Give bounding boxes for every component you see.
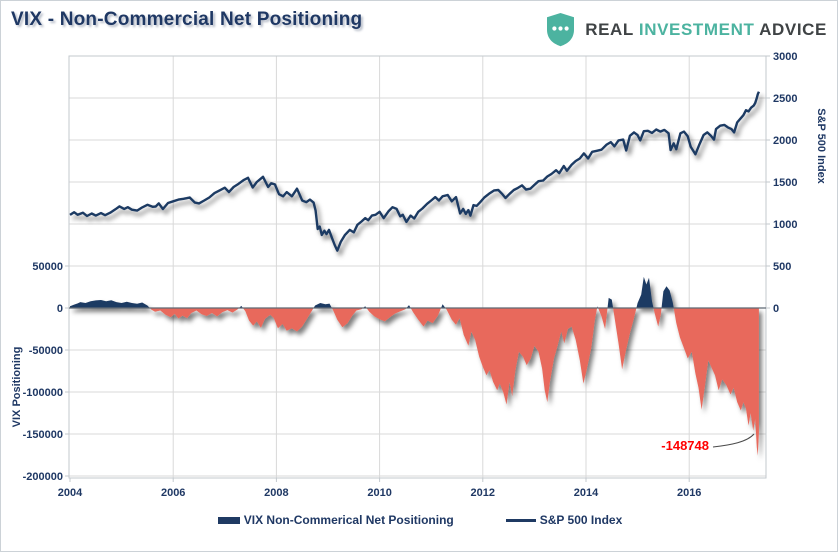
axis-tick-labels: 50000 0 -50000 -100000 -150000 -200000 3000 250… xyxy=(23,51,798,499)
callout-leader-line xyxy=(712,433,755,448)
gridlines xyxy=(69,55,766,478)
logo-word-real: REAL xyxy=(585,19,634,39)
tick-label: -50000 xyxy=(29,345,63,357)
tick-label: 2008 xyxy=(264,487,288,499)
sp500-line-swatch xyxy=(505,518,536,522)
tick-label: 2016 xyxy=(677,487,701,499)
tick-label: 2500 xyxy=(773,93,797,105)
sp500-legend-label: S&P 500 Index xyxy=(539,513,623,527)
plot-border xyxy=(68,55,767,479)
tick-label: -200000 xyxy=(23,471,63,483)
logo-text: REAL INVESTMENT ADVICE xyxy=(585,20,827,40)
tick-label: 2010 xyxy=(367,487,391,499)
tick-label: 2012 xyxy=(471,487,495,499)
vix-legend-label: VIX Non-Commerical Net Positioning xyxy=(243,513,454,527)
tick-label: 1500 xyxy=(773,177,797,189)
tick-label: 0 xyxy=(773,303,779,315)
legend-item-sp500: S&P 500 Index xyxy=(505,513,623,527)
tick-label: 50000 xyxy=(32,261,63,273)
last-value-callout: -148748 xyxy=(661,438,709,453)
ria-logo: REAL INVESTMENT ADVICE xyxy=(545,12,827,47)
left-axis-title: VIX Positioning xyxy=(11,346,23,428)
logo-word-investment: INVESTMENT xyxy=(638,19,755,39)
tick-label: 2000 xyxy=(773,135,797,147)
tick-label: 2006 xyxy=(161,487,185,499)
combo-chart: 50000 0 -50000 -100000 -150000 -200000 3000 250… xyxy=(23,51,798,499)
vix-area-negative xyxy=(70,308,759,456)
tick-label: -150000 xyxy=(23,429,63,441)
tick-label: 500 xyxy=(773,261,791,273)
shield-icon xyxy=(547,13,575,47)
tick-label: 3000 xyxy=(773,51,797,63)
chart-legend: VIX Non-Commerical Net Positioning S&P 5… xyxy=(1,513,837,527)
tick-label: 2014 xyxy=(574,487,599,499)
tick-label: -100000 xyxy=(23,387,63,399)
legend-item-vix: VIX Non-Commerical Net Positioning xyxy=(217,513,454,527)
logo-word-advice: ADVICE xyxy=(759,19,827,39)
tick-label: 2004 xyxy=(58,487,83,499)
right-axis-title: S&P 500 Index xyxy=(815,108,827,184)
page-title: VIX - Non-Commercial Net Positioning xyxy=(11,9,363,30)
sp500-line xyxy=(69,91,760,252)
tick-label: 1000 xyxy=(773,219,797,231)
tick-label: 0 xyxy=(57,303,63,315)
vix-area-swatch xyxy=(217,516,240,524)
vix-area-positive xyxy=(70,276,759,308)
